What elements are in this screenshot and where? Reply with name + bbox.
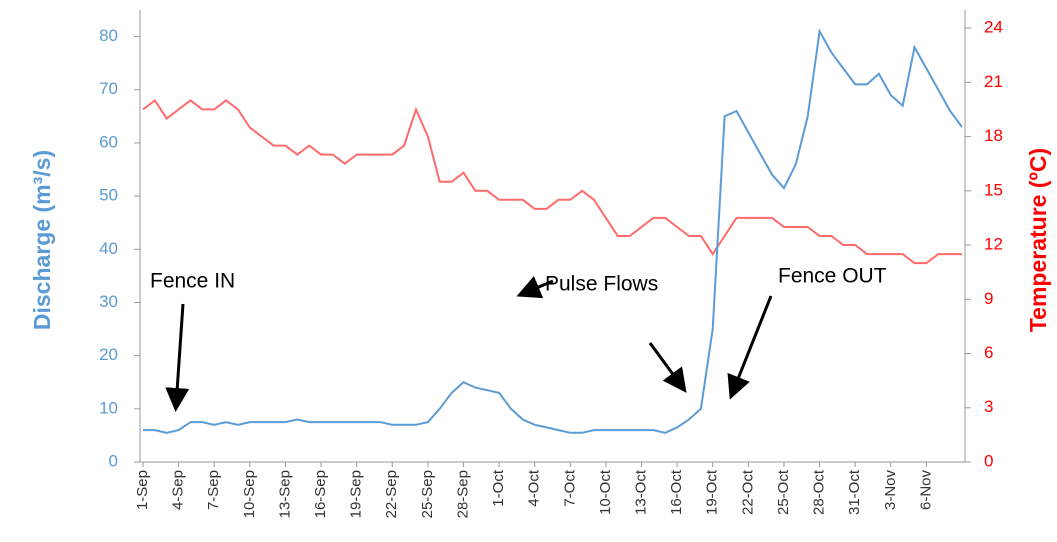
x-tick-label: 16-Oct: [668, 469, 685, 515]
y-tick-label: 20: [99, 345, 118, 364]
x-tick-label: 7-Oct: [561, 469, 578, 507]
x-tick-label: 7-Sep: [205, 470, 222, 510]
annotation: Fence IN: [150, 270, 235, 293]
x-tick-label: 25-Oct: [775, 469, 792, 515]
x-tick-label: 6-Nov: [917, 470, 934, 511]
y-tick-label: 0: [109, 451, 118, 470]
y-tick-label: 40: [99, 239, 118, 258]
x-tick-label: 13-Sep: [276, 470, 293, 518]
y2-tick-label: 18: [984, 126, 1003, 145]
x-tick-label: 1-Sep: [134, 470, 151, 510]
x-tick-label: 28-Oct: [811, 469, 828, 515]
y2-tick-label: 15: [984, 180, 1003, 199]
x-tick-label: 31-Oct: [846, 469, 863, 515]
x-tick-label: 13-Oct: [632, 469, 649, 515]
arrow: [165, 303, 190, 412]
x-tick-label: 25-Sep: [419, 470, 436, 518]
annotation: Pulse Flows: [545, 273, 658, 296]
y2-tick-label: 12: [984, 235, 1003, 254]
y-tick-label: 10: [99, 398, 118, 417]
y2-tick-label: 6: [984, 343, 993, 362]
y2-tick-label: 9: [984, 289, 993, 308]
arrow: [648, 342, 687, 393]
y2-tick-label: 24: [984, 18, 1003, 37]
y-tick-label: 50: [99, 186, 118, 205]
x-tick-label: 22-Sep: [383, 470, 400, 518]
data-line: [142, 98, 962, 265]
y-axis-title: Discharge (m³/s): [29, 150, 55, 330]
x-tick-label: 28-Sep: [454, 470, 471, 518]
x-tick-label: 4-Oct: [526, 469, 543, 507]
x-tick-label: 1-Oct: [490, 469, 507, 507]
y2-tick-label: 0: [984, 451, 993, 470]
x-tick-label: 10-Sep: [241, 470, 258, 518]
data-line: [143, 28, 963, 434]
x-tick-label: 3-Nov: [882, 470, 899, 511]
y-tick-label: 30: [99, 292, 118, 311]
x-tick-label: 16-Sep: [312, 470, 329, 518]
y2-axis-title: Temperature (ºC): [1025, 148, 1051, 332]
y2-tick-label: 3: [984, 397, 993, 416]
arrow: [727, 295, 773, 400]
arrow: [516, 275, 554, 299]
annotation: Fence OUT: [778, 265, 887, 288]
x-tick-label: 4-Sep: [170, 470, 187, 510]
y-tick-label: 70: [99, 79, 118, 98]
x-tick-label: 22-Oct: [739, 469, 756, 515]
x-tick-label: 19-Sep: [348, 470, 365, 518]
y-tick-label: 60: [99, 132, 118, 151]
x-tick-label: 10-Oct: [597, 469, 614, 515]
y-tick-label: 80: [99, 26, 118, 45]
x-tick-label: 19-Oct: [704, 469, 721, 515]
y2-tick-label: 21: [984, 72, 1003, 91]
